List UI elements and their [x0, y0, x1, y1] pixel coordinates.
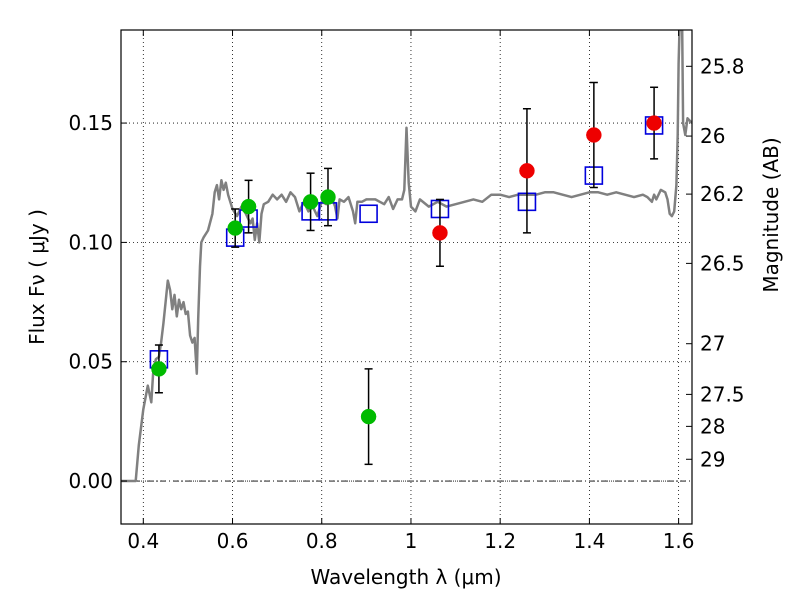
y-tick-label-0-15: 0.15 — [68, 111, 113, 135]
mag-tick-label-26-2: 26.2 — [700, 182, 745, 206]
mag-tick-label-27-5: 27.5 — [700, 382, 745, 406]
x-tick-label-1: 1 — [405, 529, 418, 553]
green-data-point-2 — [227, 220, 243, 236]
green-data-point-5 — [320, 189, 336, 205]
sed-template-line — [121, 30, 692, 483]
tick-marks — [121, 30, 692, 524]
y2-axis-title: Magnitude (AB) — [759, 137, 783, 292]
y-tick-label-0-1: 0.10 — [68, 230, 113, 254]
red-data-point-3 — [586, 127, 602, 143]
plot-frame — [120, 29, 693, 525]
green-data-point-1 — [151, 361, 167, 377]
x-tick-label-0-4: 0.4 — [127, 529, 159, 553]
red-data-point-1 — [432, 225, 448, 241]
mag-tick-label-28: 28 — [700, 414, 725, 438]
green-data-point-3 — [240, 198, 257, 215]
model-band-box-6 — [359, 204, 378, 224]
tick-labels: 0.4 0.6 0.8 1 1.2 1.4 1.6 0.00 0.05 0.10 0.15 25.8 2… — [68, 54, 744, 553]
x-tick-label-1-6: 1.6 — [663, 529, 695, 553]
grid-lines — [121, 30, 692, 524]
x-tick-label-1-4: 1.4 — [573, 529, 605, 553]
x-tick-label-0-8: 0.8 — [306, 529, 338, 553]
green-data-point-4 — [302, 194, 319, 210]
mag-tick-label-26: 26 — [700, 124, 725, 148]
mag-tick-label-27: 27 — [700, 332, 725, 356]
mag-tick-label-26-5: 26.5 — [700, 251, 745, 275]
sed-template-layer — [121, 30, 692, 483]
observed-points-layer — [151, 115, 662, 425]
x-tick-label-0-6: 0.6 — [217, 529, 249, 553]
red-data-point-4 — [646, 115, 662, 131]
green-data-point-6 — [360, 408, 377, 425]
y-tick-label-0: 0.00 — [68, 469, 113, 493]
y-axis-title: Flux Fν ( μJy ) — [25, 209, 49, 345]
x-tick-label-1-2: 1.2 — [484, 529, 516, 553]
x-axis-title: Wavelength λ (μm) — [310, 565, 501, 589]
mag-tick-label-25-8: 25.8 — [700, 54, 745, 78]
mag-tick-label-29: 29 — [700, 447, 725, 471]
y-tick-label-0-05: 0.05 — [68, 350, 113, 374]
red-data-point-2 — [519, 163, 535, 179]
